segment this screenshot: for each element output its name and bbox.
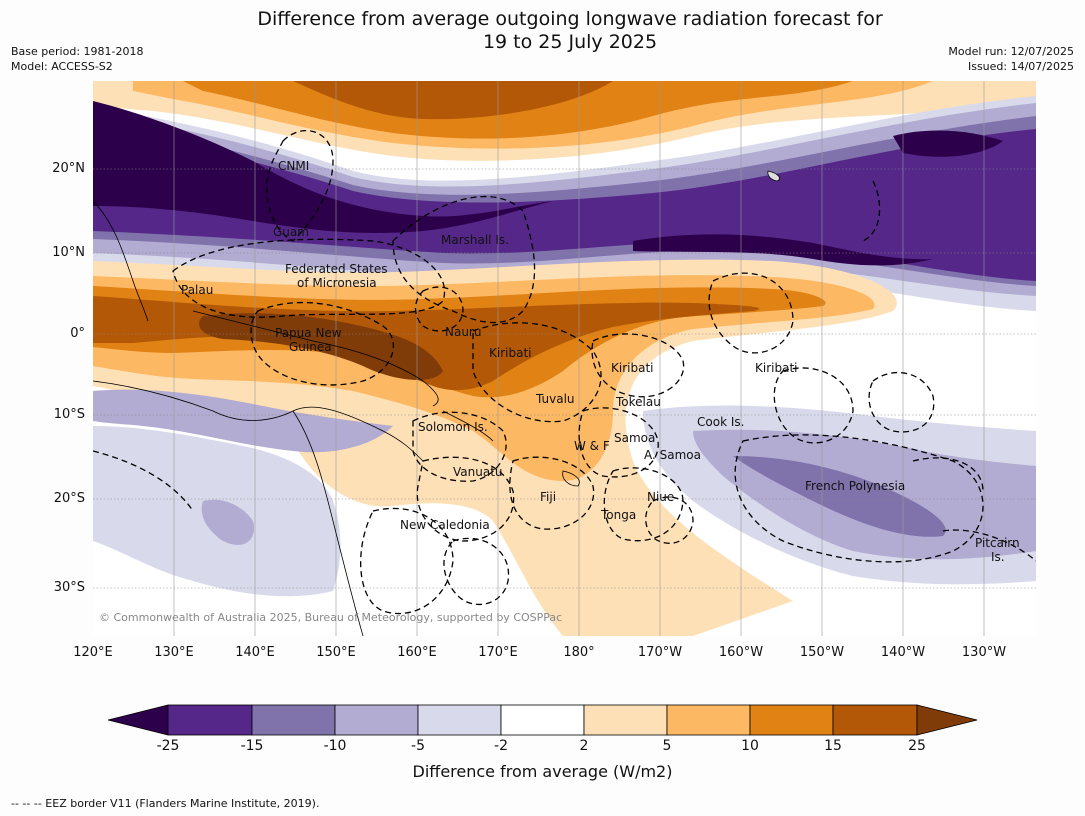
model-name: Model: ACCESS-S2 bbox=[11, 60, 113, 73]
colorbar-swatch-8 bbox=[749, 704, 834, 736]
title-line-1: Difference from average outgoing longwav… bbox=[257, 8, 883, 30]
colorbar-tick-5: 2 bbox=[579, 738, 589, 754]
lat-label-30s: 30°S bbox=[53, 580, 85, 595]
colorbar-tick-7: 10 bbox=[741, 738, 759, 754]
label-cook-islands: Cook Is. bbox=[697, 415, 744, 429]
label-tokelau: Tokelau bbox=[615, 395, 661, 409]
label-kiribati-west: Kiribati bbox=[489, 346, 531, 360]
label-fiji: Fiji bbox=[540, 490, 556, 504]
label-png-1: Papua New bbox=[275, 326, 342, 340]
label-vanuatu: Vanuatu bbox=[453, 465, 503, 479]
chart-title: Difference from average outgoing longwav… bbox=[0, 8, 1085, 54]
lat-label-10n: 10°N bbox=[52, 245, 85, 260]
colorbar-swatch-6 bbox=[583, 704, 668, 736]
lon-label-170e: 170°E bbox=[478, 645, 518, 660]
colorbar-swatch-4 bbox=[417, 704, 502, 736]
lon-label-170w: 170°W bbox=[637, 645, 683, 660]
lon-label-140w: 140°W bbox=[880, 645, 926, 660]
copyright-text: © Commonwealth of Australia 2025, Bureau… bbox=[99, 611, 562, 624]
label-new-caledonia: New Caledonia bbox=[400, 518, 490, 532]
lon-label-130e: 130°E bbox=[154, 645, 194, 660]
label-wallis-futuna: W & F bbox=[574, 439, 610, 453]
label-guam: Guam bbox=[273, 225, 309, 239]
olr-anomaly-map: CNMI Guam Marshall Is. Federated States … bbox=[93, 81, 1036, 636]
label-fsm-1: Federated States bbox=[285, 262, 387, 276]
lat-label-10s: 10°S bbox=[53, 407, 85, 422]
label-pitcairn-2: Is. bbox=[991, 550, 1005, 564]
colorbar-tick-9: 25 bbox=[908, 738, 926, 754]
colorbar-tick-6: 5 bbox=[662, 738, 672, 754]
meta-left: Base period: 1981-2018 Model: ACCESS-S2 bbox=[11, 44, 143, 74]
colorbar-swatch-5 bbox=[500, 704, 585, 736]
colorbar-swatch-9 bbox=[832, 704, 918, 736]
colorbar-tick-2: -10 bbox=[323, 738, 347, 754]
label-pitcairn-1: Pitcairn bbox=[975, 536, 1020, 550]
label-png-2: Guinea bbox=[289, 340, 332, 354]
lon-label-150w: 150°W bbox=[799, 645, 845, 660]
label-tonga: Tonga bbox=[600, 508, 636, 522]
lon-label-130w: 130°W bbox=[961, 645, 1007, 660]
colorbar-tick-1: -15 bbox=[240, 738, 264, 754]
label-french-polynesia: French Polynesia bbox=[805, 479, 905, 493]
lat-label-20s: 20°S bbox=[53, 491, 85, 506]
label-cnmi: CNMI bbox=[278, 159, 309, 173]
colorbar-swatch-2 bbox=[251, 704, 336, 736]
lon-label-150e: 150°E bbox=[316, 645, 356, 660]
label-nauru: Nauru bbox=[445, 325, 481, 339]
colorbar-title: Difference from average (W/m2) bbox=[412, 762, 673, 781]
label-kiribati-east: Kiribati bbox=[755, 361, 797, 375]
footnote: -- -- -- EEZ border V11 (Flanders Marine… bbox=[11, 797, 320, 810]
colorbar-swatch-min bbox=[107, 704, 169, 736]
label-american-samoa: A. Samoa bbox=[644, 448, 701, 462]
model-run: Model run: 12/07/2025 bbox=[948, 45, 1074, 58]
lon-label-180: 180° bbox=[563, 645, 595, 660]
label-solomon: Solomon Is. bbox=[418, 420, 488, 434]
label-kiribati-central: Kiribati bbox=[611, 361, 653, 375]
colorbar-swatch-7 bbox=[666, 704, 751, 736]
issued-date: Issued: 14/07/2025 bbox=[967, 60, 1074, 73]
colorbar bbox=[107, 704, 980, 740]
lon-label-160e: 160°E bbox=[397, 645, 437, 660]
lat-label-20n: 20°N bbox=[52, 161, 85, 176]
colorbar-tick-0: -25 bbox=[156, 738, 180, 754]
meta-right: Model run: 12/07/2025 Issued: 14/07/2025 bbox=[948, 44, 1074, 74]
colorbar-swatch-1 bbox=[167, 704, 253, 736]
lat-label-0: 0° bbox=[70, 326, 85, 341]
title-line-2: 19 to 25 July 2025 bbox=[482, 31, 658, 53]
label-samoa: Samoa bbox=[614, 431, 655, 445]
lon-label-120e: 120°E bbox=[73, 645, 113, 660]
label-fsm-2: of Micronesia bbox=[297, 276, 377, 290]
label-niue: Niue bbox=[647, 490, 674, 504]
label-tuvalu: Tuvalu bbox=[535, 392, 575, 406]
colorbar-tick-3: -5 bbox=[411, 738, 425, 754]
colorbar-tick-8: 15 bbox=[824, 738, 842, 754]
colorbar-tick-4: -2 bbox=[494, 738, 508, 754]
colorbar-swatch-max bbox=[916, 704, 978, 736]
lon-label-140e: 140°E bbox=[235, 645, 275, 660]
colorbar-swatch-3 bbox=[334, 704, 419, 736]
label-marshall: Marshall Is. bbox=[441, 233, 509, 247]
label-palau: Palau bbox=[181, 283, 213, 297]
base-period: Base period: 1981-2018 bbox=[11, 45, 144, 58]
lon-label-160w: 160°W bbox=[718, 645, 764, 660]
